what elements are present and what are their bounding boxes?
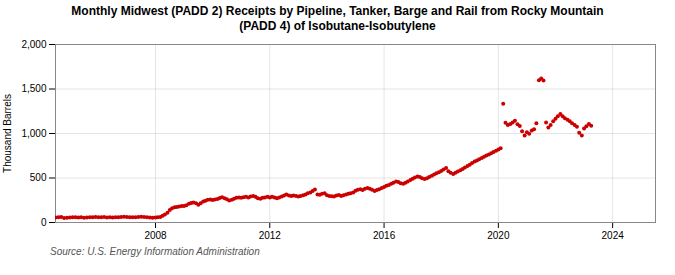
svg-text:2,000: 2,000 — [21, 39, 46, 50]
svg-text:0: 0 — [41, 217, 47, 228]
svg-text:2020: 2020 — [487, 230, 510, 241]
svg-text:2008: 2008 — [144, 230, 167, 241]
svg-text:1,500: 1,500 — [21, 83, 46, 94]
svg-text:2024: 2024 — [602, 230, 625, 241]
svg-text:2012: 2012 — [259, 230, 282, 241]
html-text:Monthly Midwest (PADD 2) Recei: Monthly Midwest (PADD 2) Receipts by Pip… — [71, 4, 604, 33]
svg-text:Thousand Barrels: Thousand Barrels — [2, 94, 13, 173]
html-text:Source: U.S. Energy Informatio: Source: U.S. Energy Information Administ… — [50, 246, 260, 257]
svg-text:500: 500 — [30, 172, 47, 183]
svg-text:2016: 2016 — [373, 230, 396, 241]
svg-text:1,000: 1,000 — [21, 128, 46, 139]
